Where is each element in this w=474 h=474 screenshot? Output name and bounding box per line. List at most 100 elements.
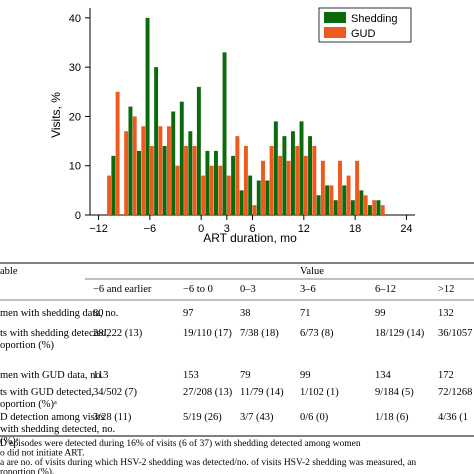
bar [308,136,313,215]
column-header: −6 to 0 [183,284,213,295]
bar [338,160,342,215]
cell: 134 [375,370,392,381]
bar [231,155,236,215]
x-tick-label: 12 [298,223,310,235]
x-tick-label: −12 [89,223,108,235]
bar [248,175,253,215]
bar [218,165,223,215]
row-label: ts with shedding detected, [0,328,109,339]
cell: 28/222 (13) [93,328,143,339]
cell: 3/28 (11) [93,412,132,423]
cell: 5/19 (26) [183,412,222,423]
bar [303,155,308,215]
bar [243,146,248,215]
row-label: oportion (%) [0,340,54,351]
x-tick-label: −6 [144,223,157,235]
row-label: men with shedding data, no. [0,308,118,319]
bar [290,131,295,215]
x-tick-label: 3 [224,223,230,235]
bar [265,180,270,215]
cell: 27/208 (13) [183,387,233,398]
bar [201,175,206,215]
legend-label: GUD [351,28,376,40]
bar [149,146,154,215]
cell: 132 [438,308,454,319]
bar [380,205,385,215]
bar [372,200,377,215]
cell: 99 [375,308,386,319]
bar [239,190,244,215]
bar [137,150,141,215]
column-header: 6–12 [375,284,396,295]
bar [175,165,180,215]
cell: 0/6 (0) [300,412,329,423]
footnote: o did not initiate ART. [0,449,84,459]
bar [124,131,129,215]
bar [261,160,265,215]
x-tick-label: 6 [249,223,255,235]
bar [115,91,120,215]
bar [342,185,347,215]
cell: 3/7 (43) [240,412,274,423]
table-header: able [0,266,18,277]
row-label: oportion (%)ᵃ [0,399,57,410]
bar [192,146,197,215]
table: able Value −6 and earlier −6 to 0 0–3 3–6 6–… [0,262,474,474]
bar [269,146,274,215]
bar [188,131,193,215]
bar [235,136,240,215]
bar [209,165,214,215]
cell: 1/102 (1) [300,387,339,398]
cell: 80 [93,308,104,319]
bar [132,116,137,215]
bar [171,111,176,215]
cell: 18/129 (14) [375,328,425,339]
bar [363,195,368,215]
cell: 113 [93,370,108,381]
bar [282,136,287,215]
cell: 9/184 (5) [375,387,414,398]
bar [350,200,355,215]
cell: 71 [300,308,311,319]
bar [376,200,381,215]
x-tick-label: 0 [198,223,204,235]
cell: 4/36 (1 [438,412,468,423]
cell: 99 [300,370,311,381]
legend-label: Shedding [351,13,398,25]
cell: 36/1057 [438,328,472,339]
bar [179,101,184,215]
bar [226,175,231,215]
bar [295,146,300,215]
y-tick-label: 20 [69,111,81,123]
column-header: 0–3 [240,284,256,295]
bar [154,67,159,216]
bar [196,86,201,215]
bar [286,160,291,215]
bar [141,126,146,215]
bar [355,160,360,215]
cell: 19/110 (17) [183,328,232,339]
bar [312,146,317,215]
bar [166,126,171,215]
y-axis-label: Visits, % [49,92,63,138]
cell: 7/38 (18) [240,328,279,339]
x-axis-label: ART duration, mo [203,231,297,245]
x-tick-label: 18 [349,223,361,235]
footnote: a are no. of visits during which HSV-2 s… [0,457,416,468]
cell: 34/502 (7) [93,387,138,398]
bar [329,185,334,215]
bar [333,200,338,215]
bar [107,175,112,215]
footnote: roportion (%). [0,467,54,474]
cell: 1/18 (6) [375,412,409,423]
y-tick-label: 0 [75,210,81,222]
table-header: Value [300,266,324,277]
bar [158,126,163,215]
y-tick-label: 10 [69,161,81,173]
row-label: D detection among visits [0,412,105,423]
bar [162,146,167,215]
legend-swatch [324,27,346,38]
row-label: men with GUD data, no. [0,370,103,381]
bar [145,17,150,215]
